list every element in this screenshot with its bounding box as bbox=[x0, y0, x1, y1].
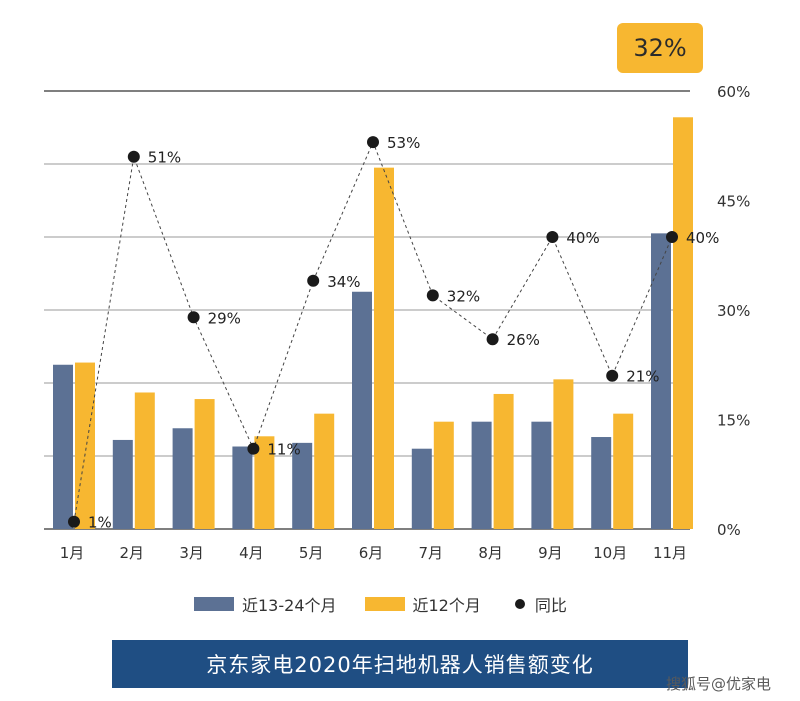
yoy-data-label: 26% bbox=[507, 331, 540, 349]
x-tick-label: 11月 bbox=[653, 544, 687, 562]
x-tick-label: 8月 bbox=[478, 544, 503, 562]
legend-dot-series3 bbox=[514, 599, 525, 609]
bar-series2 bbox=[493, 393, 514, 529]
yoy-point bbox=[187, 311, 200, 324]
highlight-badge: 32% bbox=[617, 23, 703, 73]
yoy-point bbox=[666, 231, 678, 243]
bar-series2 bbox=[374, 167, 394, 529]
yoy-data-label: 29% bbox=[208, 309, 241, 327]
yoy-line bbox=[73, 140, 673, 522]
legend-swatch-series1 bbox=[194, 597, 234, 611]
yoy-point bbox=[68, 515, 80, 528]
yoy-point bbox=[546, 231, 559, 243]
x-tick-label: 6月 bbox=[359, 544, 384, 562]
yoy-data-label: 40% bbox=[686, 229, 719, 247]
yoy-point bbox=[606, 369, 619, 382]
x-tick-label: 3月 bbox=[179, 544, 204, 562]
x-tick-label: 9月 bbox=[538, 544, 563, 562]
yoy-point bbox=[127, 150, 140, 163]
x-tick-label: 1月 bbox=[60, 544, 85, 562]
bar-series1 bbox=[53, 364, 73, 529]
yoy-point bbox=[367, 136, 379, 149]
chart-caption: 京东家电2020年扫地机器人销售额变化 bbox=[112, 640, 688, 688]
yoy-data-label: 51% bbox=[148, 149, 181, 167]
bar-series2 bbox=[134, 392, 155, 529]
y-tick-label: 60% bbox=[717, 83, 750, 101]
yoy-point bbox=[486, 333, 499, 346]
yoy-data-label: 1% bbox=[88, 514, 112, 532]
y-tick-label: 30% bbox=[717, 302, 750, 320]
yoy-data-label: 11% bbox=[267, 441, 300, 459]
bar-series2 bbox=[75, 362, 95, 529]
legend-item-series1: 近13-24个月 bbox=[194, 592, 337, 616]
legend-label-series3: 同比 bbox=[534, 596, 567, 615]
legend-label-series1: 近13-24个月 bbox=[242, 596, 337, 615]
legend-label-series2: 近12个月 bbox=[412, 596, 481, 615]
y-tick-label: 45% bbox=[717, 193, 750, 211]
y-tick-label: 0% bbox=[717, 521, 741, 539]
yoy-data-label: 34% bbox=[327, 273, 360, 291]
bar-series2 bbox=[553, 379, 574, 529]
legend-item-series2: 近12个月 bbox=[364, 592, 481, 616]
legend: 近13-24个月 近12个月 同比 bbox=[194, 592, 595, 616]
x-tick-label: 4月 bbox=[239, 544, 264, 562]
bar-series1 bbox=[471, 421, 492, 529]
yoy-data-label: 53% bbox=[387, 134, 420, 152]
yoy-point bbox=[307, 274, 320, 287]
x-tick-label: 7月 bbox=[419, 544, 444, 562]
bar-series2 bbox=[673, 117, 693, 529]
yoy-point bbox=[247, 442, 260, 455]
bar-series1 bbox=[411, 448, 432, 529]
bar-series2 bbox=[194, 399, 215, 529]
yoy-data-label: 21% bbox=[626, 368, 659, 386]
yoy-data-label: 32% bbox=[447, 287, 480, 305]
bar-series2 bbox=[433, 421, 454, 529]
bar-series1 bbox=[531, 421, 552, 529]
legend-item-series3: 同比 bbox=[509, 592, 567, 616]
x-tick-label: 10月 bbox=[593, 544, 627, 562]
yoy-data-label: 40% bbox=[566, 229, 599, 247]
bar-series1 bbox=[232, 446, 253, 529]
yoy-point bbox=[426, 289, 439, 302]
bar-series1 bbox=[292, 442, 313, 529]
bar-series1 bbox=[172, 428, 193, 529]
x-tick-label: 5月 bbox=[299, 544, 324, 562]
x-tick-label: 2月 bbox=[120, 544, 145, 562]
bar-series2 bbox=[613, 413, 634, 529]
bar-series2 bbox=[254, 436, 275, 529]
bar-series1 bbox=[112, 439, 133, 529]
bar-series2 bbox=[314, 413, 335, 529]
watermark: 搜狐号@优家电 bbox=[666, 675, 772, 693]
bar-series1 bbox=[352, 291, 372, 529]
legend-swatch-series2 bbox=[364, 597, 405, 611]
y-tick-label: 15% bbox=[717, 412, 750, 430]
bar-series1 bbox=[651, 233, 671, 529]
bar-series1 bbox=[591, 437, 612, 529]
